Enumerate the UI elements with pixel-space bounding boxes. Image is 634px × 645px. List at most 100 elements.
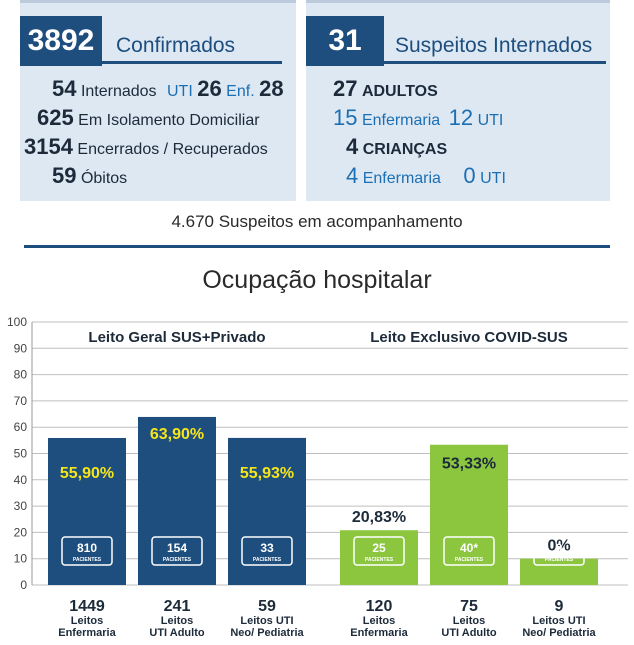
adultos-breakdown-row: 15 Enfermaria 12 UTI [333,105,503,131]
confirmed-count: 3892 [20,16,102,66]
group-title: Leito Geral SUS+Privado [88,329,265,346]
y-tick-label: 10 [14,552,28,566]
patients-count: 33 [260,541,274,555]
patients-badge [241,536,293,566]
criancas-label: CRIANÇAS [362,141,448,158]
patients-count: 154 [167,541,187,555]
panel-top-border [306,0,610,3]
value-label: 20,83% [352,509,406,526]
patients-badge [353,536,405,566]
enf-count: 28 [259,76,284,101]
obitos-label: Óbitos [80,170,128,187]
criancas-breakdown-row: 4 Enfermaria 0 UTI [346,163,506,189]
bed-count: 59 [258,598,276,615]
bed-count: 120 [366,598,393,615]
patients-unit: PACIENTES [73,557,102,563]
patients-badge [533,536,585,566]
criancas-uti-label: UTI [480,170,506,187]
adultos-enfermaria-label: Enfermaria [361,112,441,129]
patients-unit: PACIENTES [253,557,282,563]
patients-badge [151,536,203,566]
adultos-uti-label: UTI [477,112,504,129]
bed-count: 241 [164,598,191,615]
category-label-line2: UTI Adulto [149,627,204,639]
category-label-line1: Leitos UTI [532,615,585,627]
patients-count: 810 [77,541,97,555]
uti-count: 26 [197,76,222,101]
bed-count: 75 [460,598,478,615]
category-label-line1: Leitos [71,615,103,627]
section-divider [24,245,610,248]
encerrados-label: Encerrados / Recuperados [77,141,268,158]
bar [520,558,598,585]
adultos-uti-count: 12 [448,105,474,130]
patients-badge [443,536,495,566]
group-title: Leito Exclusivo COVID-SUS [370,329,568,346]
bed-count: 9 [555,598,564,615]
patients-unit: PACIENTES [365,557,394,563]
category-label-line2: Neo/ Pediatria [230,627,304,639]
y-tick-label: 0 [20,578,27,592]
y-tick-label: 50 [14,447,28,461]
adultos-count: 27 [333,76,358,101]
patients-unit: PACIENTES [545,557,574,563]
adultos-enfermaria-count: 15 [333,105,358,130]
bar [138,416,216,585]
category-label-line2: Enfermaria [350,627,408,639]
category-label-line2: Enfermaria [58,627,116,639]
y-tick-label: 90 [14,341,28,355]
patients-count: 0 [556,541,563,555]
value-label: 63,90% [150,426,204,443]
suspects-rule [384,61,606,64]
panel-top-border [20,0,296,3]
category-label-line2: UTI Adulto [441,627,496,639]
y-tick-label: 60 [14,420,28,434]
confirmed-rule [102,61,282,64]
patients-unit: PACIENTES [455,557,484,563]
criancas-enfermaria-count: 4 [346,163,359,188]
bar [228,437,306,585]
internados-row: 54 Internados UTI 26 Enf. 28 [52,76,284,102]
internados-label: Internados [80,83,157,100]
value-label: 53,33% [442,456,496,473]
y-tick-label: 80 [14,368,28,382]
adultos-row: 27 ADULTOS [333,76,438,102]
encerrados-count: 3154 [24,134,73,159]
criancas-count: 4 [346,134,359,159]
y-tick-label: 70 [14,394,28,408]
criancas-row: 4 CRIANÇAS [346,134,447,160]
encerrados-row: 3154 Encerrados / Recuperados [24,134,268,160]
confirmed-label: Confirmados [116,34,236,57]
criancas-uti-count: 0 [463,163,476,188]
category-label-line2: Neo/ Pediatria [522,627,596,639]
acompanhamento-text: 4.670 Suspeitos em acompanhamento [171,212,463,231]
obitos-count: 59 [52,163,77,188]
category-label-line1: Leitos UTI [240,615,293,627]
section-title: Ocupação hospitalar [202,266,432,294]
category-label-line1: Leitos [363,615,395,627]
bed-count: 1449 [69,598,105,615]
patients-count: 25 [372,541,386,555]
isolamento-row: 625 Em Isolamento Domiciliar [37,105,260,131]
enf-label: Enf. [226,83,255,100]
suspects-count: 31 [306,16,384,66]
value-label: 55,90% [60,465,114,482]
criancas-enfermaria-label: Enfermaria [362,170,441,187]
bar [48,437,126,585]
bar [340,530,418,585]
patients-count: 40* [460,541,478,555]
y-tick-label: 20 [14,525,28,539]
obitos-row: 59 Óbitos [52,163,127,189]
category-label-line1: Leitos [161,615,193,627]
bar [430,444,508,585]
internados-count: 54 [52,76,77,101]
patients-unit: PACIENTES [163,557,192,563]
y-tick-label: 30 [14,499,28,513]
category-label-line1: Leitos [453,615,485,627]
value-label: 0% [547,538,570,555]
uti-label: UTI [167,83,193,100]
patients-badge [61,536,113,566]
isolamento-count: 625 [37,105,74,130]
y-tick-label: 40 [14,473,28,487]
